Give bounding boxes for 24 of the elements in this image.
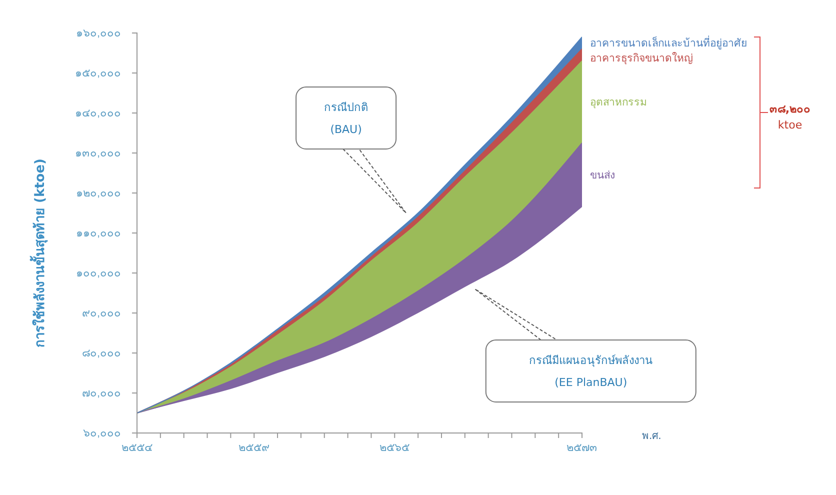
y-tick-label: ๙๐,๐๐๐ <box>82 308 121 320</box>
annotation: กรณีปกติ (BAU) <box>324 100 368 136</box>
y-tick-label: ๑๐๐,๐๐๐ <box>76 268 121 280</box>
text: อุตสาหกรรม <box>590 96 647 109</box>
series-label: อาคารขนาดเล็กและบ้านที่อยู่อาศัย <box>590 36 747 50</box>
text: ๓๘,๒๐๐ ktoe <box>769 102 811 132</box>
text: ขนส่ง <box>590 170 615 182</box>
annotation: กรณีมีแผนอนุรักษ์พลังงาน (EE PlanBAU) <box>528 354 653 389</box>
x-tick-label: ๒๕๖๕ <box>380 442 410 454</box>
y-tick-label: ๑๓๐,๐๐๐ <box>74 148 121 160</box>
series-label: อาคารธุรกิจขนาดใหญ่ <box>590 52 693 65</box>
y-tick-label: ๘๐,๐๐๐ <box>82 348 121 360</box>
x-tick-label: ๒๕๗๓ <box>566 442 598 454</box>
x-tick-label: ๒๕๕๔ <box>122 442 152 454</box>
y-tick-label: ๑๕๐,๐๐๐ <box>74 68 121 80</box>
y-tick-label: ๖๐,๐๐๐ <box>82 428 121 440</box>
x-tick-label: ๒๕๕๙ <box>238 442 270 454</box>
y-tick-label: ๗๐,๐๐๐ <box>82 388 121 400</box>
y-tick-label: ๑๑๐,๐๐๐ <box>76 228 121 240</box>
y-axis-title: การใช้พลังงานขั้นสุดท้าย (ktoe) <box>29 158 48 348</box>
y-tick-label: ๑๔๐,๐๐๐ <box>74 108 121 120</box>
y-tick-label: ๑๖๐,๐๐๐ <box>76 28 121 40</box>
x-axis-title: พ.ศ. <box>642 431 662 442</box>
y-tick-label: ๑๒๐,๐๐๐ <box>76 188 121 200</box>
